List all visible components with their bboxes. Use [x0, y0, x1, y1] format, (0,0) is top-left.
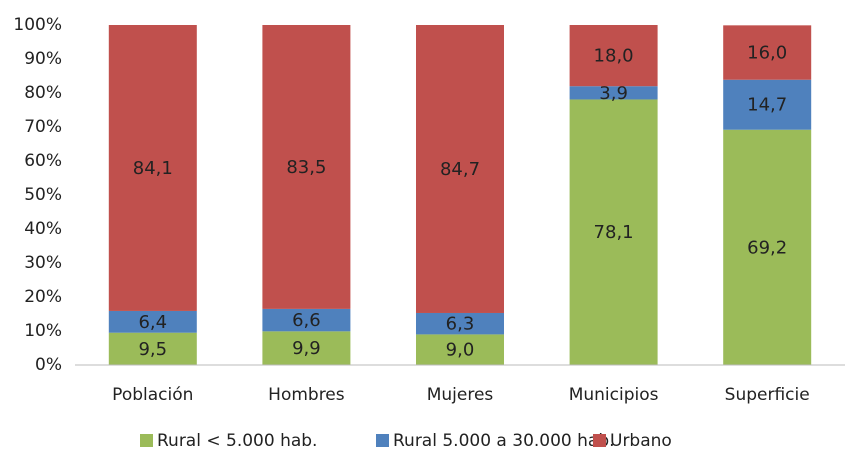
legend-label: Rural < 5.000 hab.: [157, 431, 317, 451]
y-tick-label: 70%: [24, 117, 62, 137]
value-label: 9,5: [138, 339, 167, 360]
value-label: 83,5: [286, 157, 326, 178]
legend-label: Rural 5.000 a 30.000 hab.: [393, 431, 615, 451]
bar-segment: [108, 25, 197, 311]
y-tick-label: 60%: [24, 151, 62, 171]
value-label: 18,0: [594, 46, 634, 67]
value-label: 6,4: [138, 312, 167, 333]
bar-segment: [569, 86, 658, 100]
bar-segment: [108, 332, 197, 365]
y-tick-label: 90%: [24, 49, 62, 69]
bar-segment: [723, 129, 812, 365]
bar-segment: [723, 79, 812, 130]
y-tick-label: 100%: [13, 15, 62, 35]
value-label: 9,9: [292, 338, 321, 359]
value-label: 14,7: [747, 95, 787, 116]
value-label: 84,7: [440, 159, 480, 180]
legend-label: Urbano: [610, 431, 672, 451]
value-label: 84,1: [133, 158, 173, 179]
value-label: 6,3: [446, 314, 475, 335]
x-tick-label: Superficie: [725, 385, 810, 405]
bar-segment: [416, 25, 504, 313]
bar-segment: [262, 308, 351, 332]
x-tick-label: Municipios: [569, 385, 659, 405]
y-tick-label: 80%: [24, 83, 62, 103]
y-tick-label: 50%: [24, 185, 62, 205]
legend-swatch: [376, 434, 389, 447]
bar-segment: [569, 25, 658, 87]
y-tick-label: 30%: [24, 253, 62, 273]
bar-segment: [262, 25, 351, 309]
x-tick-label: Mujeres: [427, 385, 494, 405]
value-label: 3,9: [599, 83, 628, 104]
value-label: 16,0: [747, 43, 787, 64]
bar-segment: [416, 312, 504, 335]
y-tick-label: 0%: [35, 355, 62, 375]
x-tick-label: Hombres: [268, 385, 345, 405]
legend-swatch: [140, 434, 153, 447]
bar-segment: [262, 331, 351, 365]
y-tick-label: 20%: [24, 287, 62, 307]
bar-segment: [569, 99, 658, 366]
value-label: 6,6: [292, 310, 321, 331]
bar-segment: [108, 310, 197, 333]
legend-swatch: [593, 434, 606, 447]
y-tick-label: 40%: [24, 219, 62, 239]
y-tick-label: 10%: [24, 321, 62, 341]
bar-segment: [416, 334, 504, 365]
value-label: 69,2: [747, 237, 787, 258]
x-tick-label: Población: [112, 385, 193, 405]
bar-segment: [723, 25, 812, 80]
value-label: 78,1: [594, 222, 634, 243]
value-label: 9,0: [446, 340, 475, 361]
